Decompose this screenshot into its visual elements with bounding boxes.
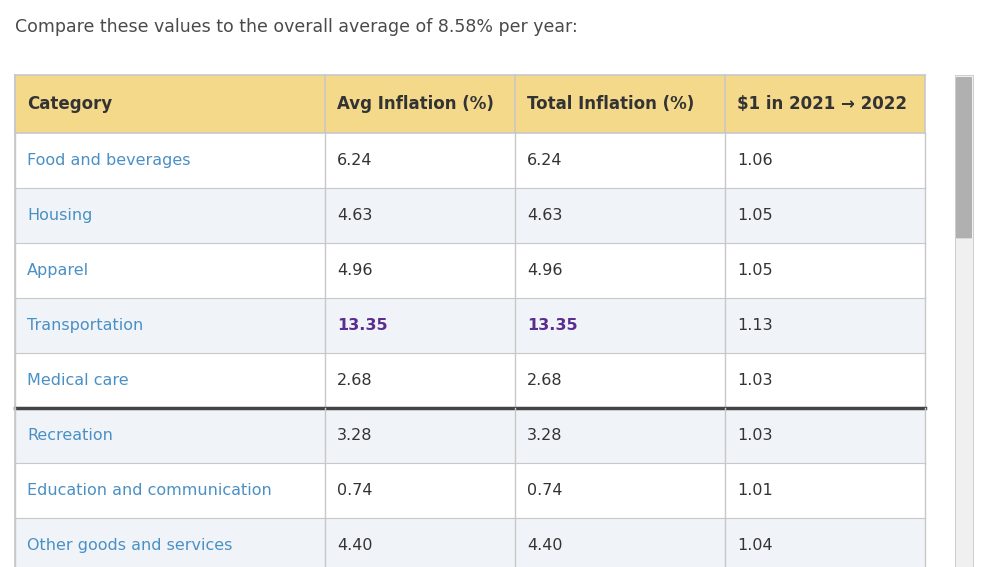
Text: 13.35: 13.35 — [527, 318, 578, 333]
Bar — [15, 463, 925, 518]
Bar — [15, 188, 925, 243]
Bar — [15, 298, 925, 353]
Text: Education and communication: Education and communication — [27, 483, 272, 498]
Text: 1.04: 1.04 — [737, 538, 773, 553]
Text: 1.03: 1.03 — [737, 428, 773, 443]
Bar — [15, 518, 925, 567]
Text: 6.24: 6.24 — [527, 153, 562, 168]
Text: 4.40: 4.40 — [337, 538, 372, 553]
Text: 1.13: 1.13 — [737, 318, 773, 333]
Text: Other goods and services: Other goods and services — [27, 538, 232, 553]
Text: 0.74: 0.74 — [527, 483, 562, 498]
Text: Housing: Housing — [27, 208, 92, 223]
Text: 4.96: 4.96 — [337, 263, 372, 278]
Bar — [955, 75, 973, 567]
Text: 4.96: 4.96 — [527, 263, 562, 278]
Bar — [15, 408, 925, 463]
Text: 0.74: 0.74 — [337, 483, 372, 498]
Text: Food and beverages: Food and beverages — [27, 153, 191, 168]
Text: 3.28: 3.28 — [527, 428, 562, 443]
Text: 3.28: 3.28 — [337, 428, 372, 443]
Text: 13.35: 13.35 — [337, 318, 387, 333]
Text: Total Inflation (%): Total Inflation (%) — [527, 95, 694, 113]
Text: 1.03: 1.03 — [737, 373, 773, 388]
Text: Apparel: Apparel — [27, 263, 89, 278]
Bar — [15, 243, 925, 298]
FancyBboxPatch shape — [956, 77, 972, 238]
Text: Avg Inflation (%): Avg Inflation (%) — [337, 95, 494, 113]
Bar — [15, 75, 925, 133]
Text: Category: Category — [27, 95, 112, 113]
Text: Recreation: Recreation — [27, 428, 113, 443]
Text: Transportation: Transportation — [27, 318, 143, 333]
Bar — [15, 353, 925, 408]
Text: $1 in 2021 → 2022: $1 in 2021 → 2022 — [737, 95, 907, 113]
Text: 4.63: 4.63 — [527, 208, 562, 223]
Text: 1.06: 1.06 — [737, 153, 773, 168]
Text: Compare these values to the overall average of 8.58% per year:: Compare these values to the overall aver… — [15, 18, 578, 36]
Bar — [15, 133, 925, 188]
Text: Medical care: Medical care — [27, 373, 129, 388]
Text: 2.68: 2.68 — [337, 373, 372, 388]
Text: 1.05: 1.05 — [737, 263, 773, 278]
Text: 6.24: 6.24 — [337, 153, 372, 168]
Text: 1.05: 1.05 — [737, 208, 773, 223]
Text: 2.68: 2.68 — [527, 373, 563, 388]
Text: 1.01: 1.01 — [737, 483, 773, 498]
Text: 4.40: 4.40 — [527, 538, 562, 553]
Text: 4.63: 4.63 — [337, 208, 372, 223]
